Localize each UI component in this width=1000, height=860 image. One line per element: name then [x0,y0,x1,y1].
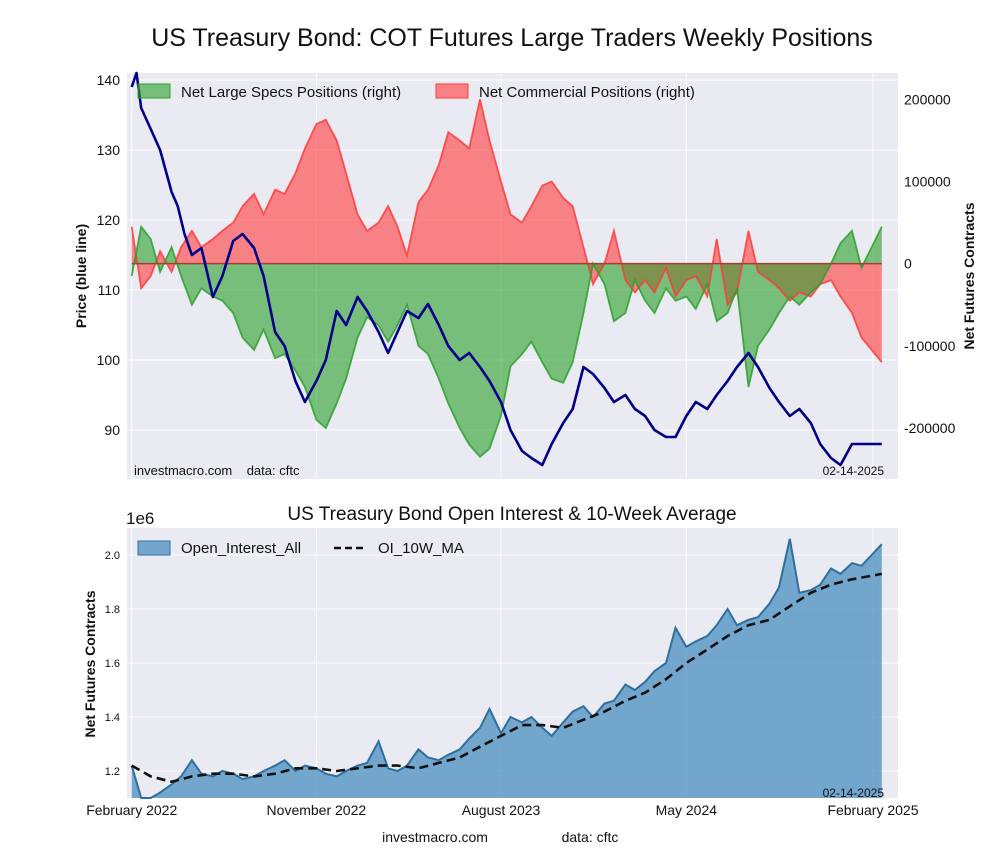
date-tick-3: May 2024 [656,802,718,818]
open-interest-areas [130,538,883,799]
specs-line [130,224,883,459]
specs-area [131,226,882,457]
price-tick-120: 120 [97,212,121,228]
footer-site: investmacro.com [382,829,488,845]
oi-tick-4: 2.0 [105,550,120,562]
oi-tick-3: 1.8 [105,604,120,616]
price-tick-110: 110 [98,282,121,298]
ma-line [131,572,883,784]
legend-swatch-specs [137,83,171,99]
positions-legend: Net Large Specs Positions (right) Net Co… [137,83,695,101]
open-interest-area [131,538,882,798]
legend-swatch-commercial [435,83,469,99]
contracts-tick-4: 200000 [904,91,951,107]
price-tick-130: 130 [97,142,121,158]
oi-tick-2: 1.6 [105,658,120,670]
positions-panel: 90 100 110 120 130 140 -200000 -100000 0 100000 2… [73,71,977,479]
net-contracts-axis-label: Net Futures Contracts [961,202,977,349]
open-interest-offset-label: 1e6 [126,509,154,528]
price-tick-100: 100 [97,352,121,368]
contracts-tick-1: -100000 [904,338,956,354]
figure-title: US Treasury Bond: COT Futures Large Trad… [151,24,873,52]
contracts-tick-3: 100000 [904,173,951,189]
date-tick-4: February 2025 [827,802,918,818]
open-interest-date-stamp: 02-14-2025 [823,786,885,800]
date-tick-1: November 2022 [267,802,367,818]
price-tick-140: 140 [97,72,121,88]
legend-label-commercial: Net Commercial Positions (right) [479,84,695,101]
contracts-tick-2: 0 [904,256,912,272]
legend-label-ma: OI_10W_MA [378,540,464,557]
oi-tick-1: 1.4 [105,712,120,724]
legend-label-open-interest: Open_Interest_All [181,540,301,557]
date-axis-ticks: February 2022 November 2022 August 2023 May… [86,802,919,818]
date-tick-2: August 2023 [462,802,541,818]
contracts-tick-0: -200000 [904,420,956,436]
legend-label-specs: Net Large Specs Positions (right) [181,84,401,101]
net-contracts-axis-ticks: -200000 -100000 0 100000 200000 [904,91,956,436]
price-axis-ticks: 90 100 110 120 130 140 [97,72,121,438]
price-line-layer [130,71,882,467]
positions-areas [130,99,883,459]
date-tick-0: February 2022 [86,802,177,818]
positions-watermark: investmacro.com data: cftc [134,463,300,478]
open-interest-panel: US Treasury Bond Open Interest & 10-Week… [82,504,919,818]
open-interest-axis-label: Net Futures Contracts [82,590,98,737]
oi-tick-0: 1.2 [105,766,120,778]
commercial-area [131,99,882,363]
commercial-line [130,99,883,363]
footer-source: data: cftc [562,829,619,845]
price-line [130,71,882,467]
open-interest-title: US Treasury Bond Open Interest & 10-Week… [287,504,736,525]
open-interest-axis-ticks: 1.2 1.4 1.6 1.8 2.0 [105,550,120,778]
positions-date-stamp: 02-14-2025 [823,464,885,478]
price-tick-90: 90 [104,422,120,438]
open-interest-legend: Open_Interest_All OI_10W_MA [137,540,464,557]
legend-swatch-open-interest [137,540,171,556]
price-axis-label: Price (blue line) [73,224,89,328]
